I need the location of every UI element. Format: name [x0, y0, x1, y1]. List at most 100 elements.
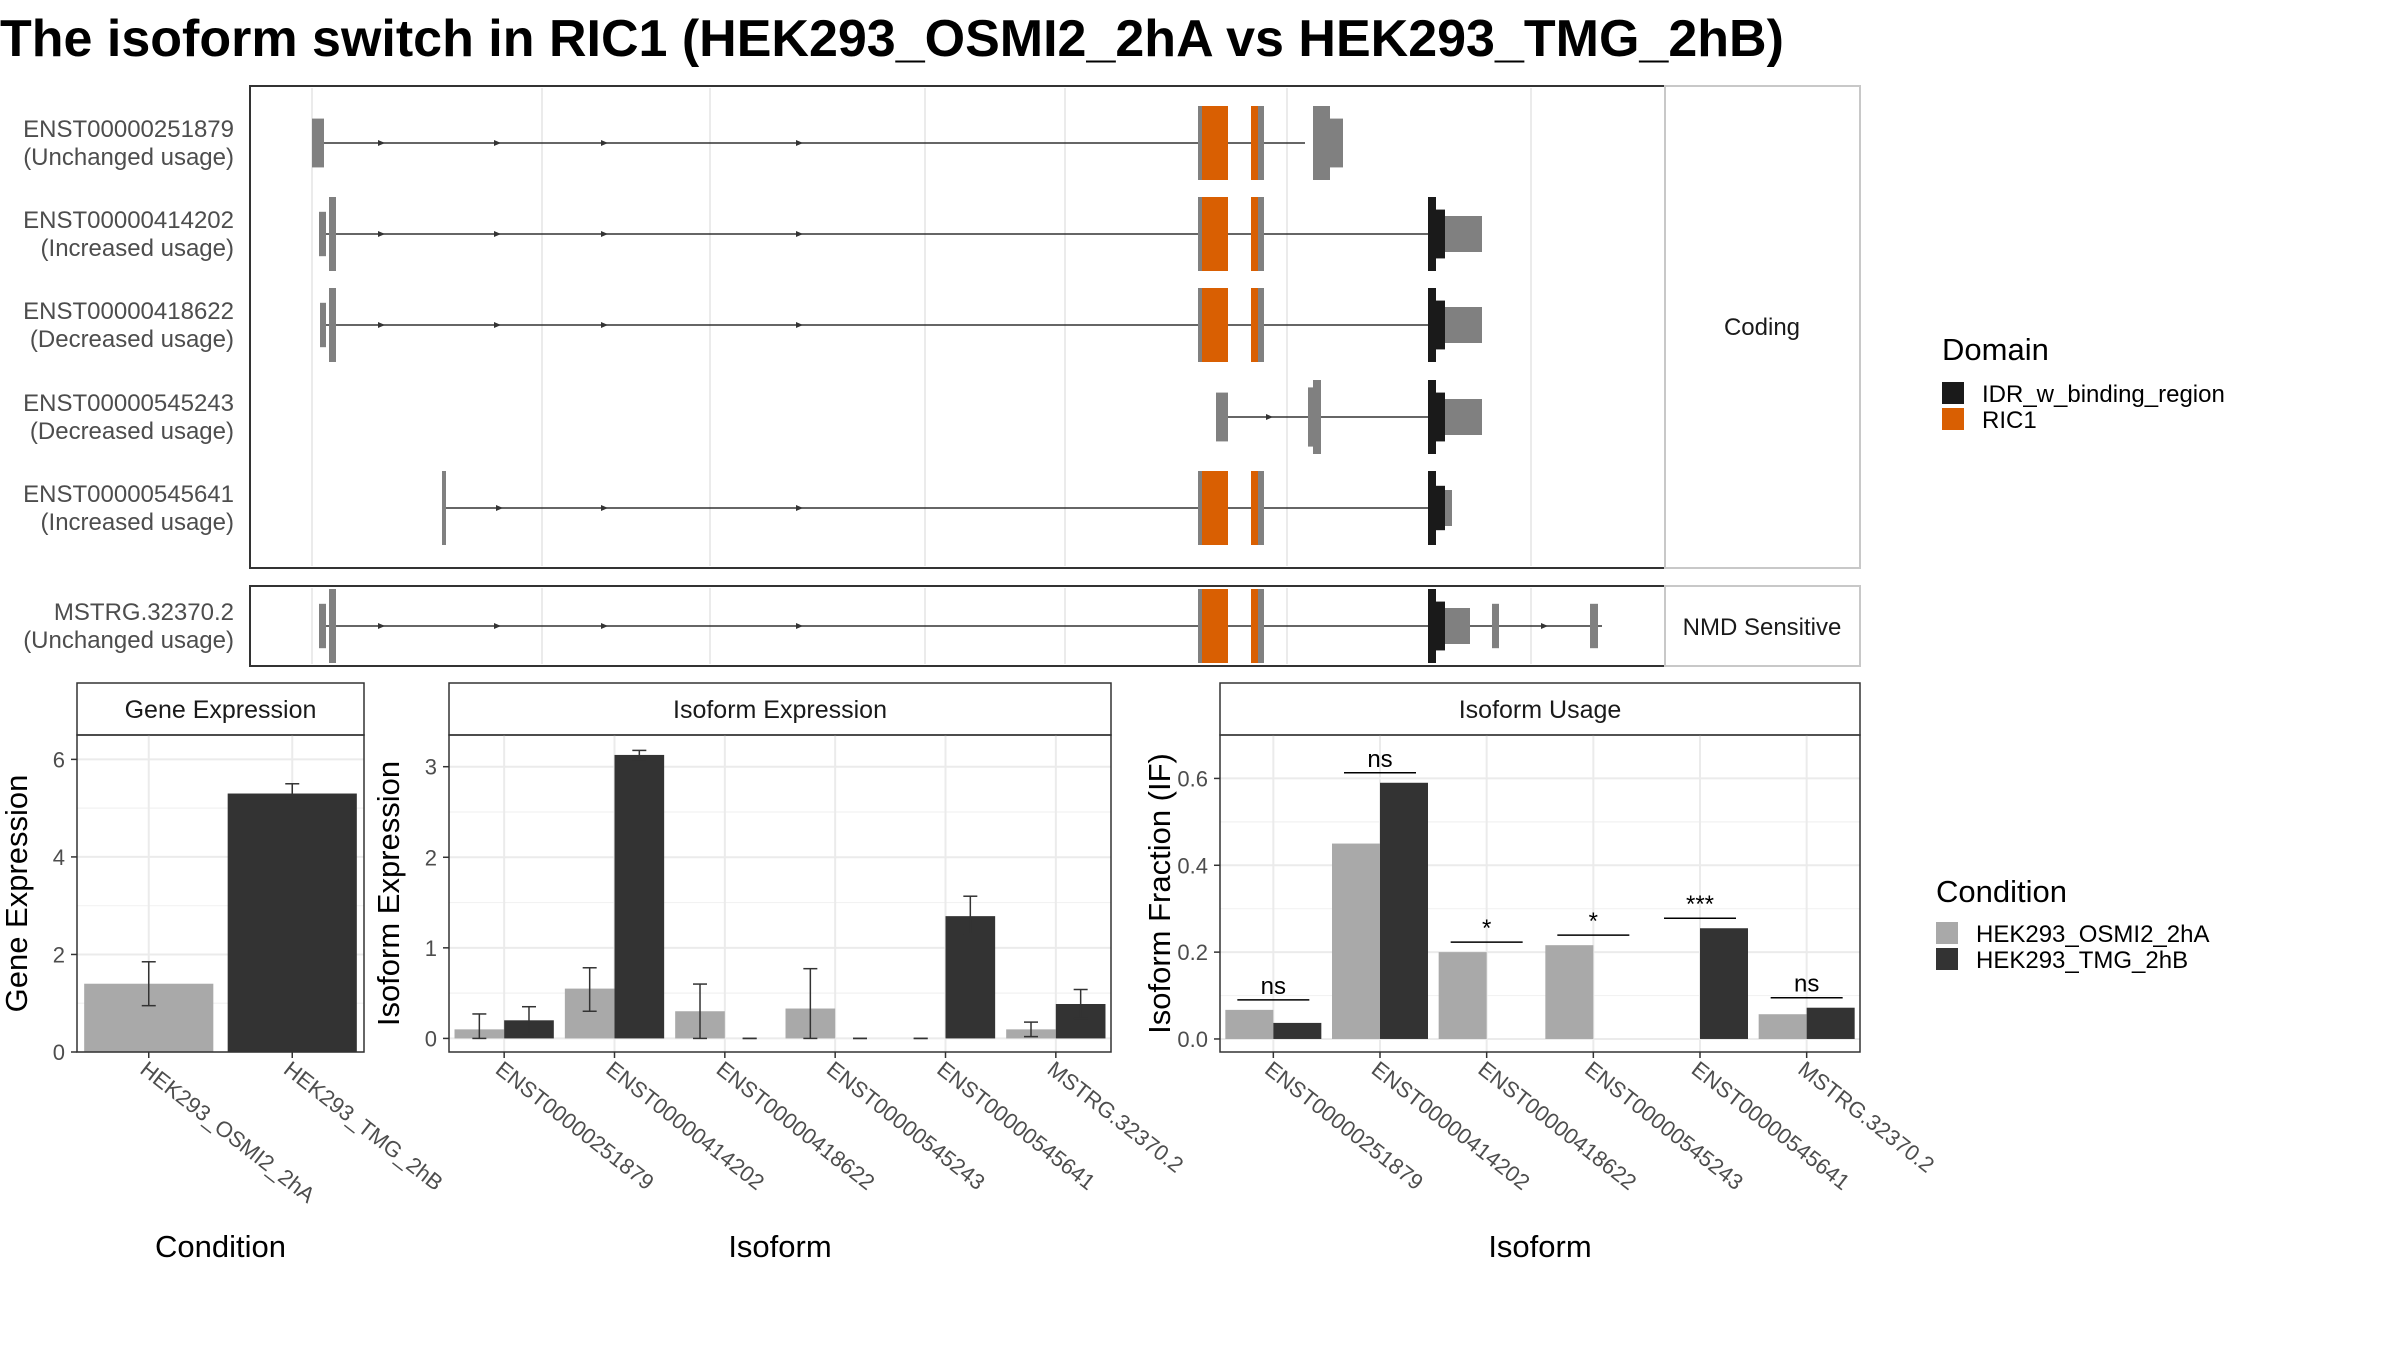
transcript-structure: ENST00000545243(Decreased usage): [23, 380, 1482, 454]
exon-block: [1308, 387, 1315, 447]
y-tick-label: 0.6: [1177, 766, 1208, 791]
ric1-domain-exon: [1202, 589, 1228, 663]
strand-arrow: [494, 231, 501, 237]
transcript-status-label: (Increased usage): [41, 235, 234, 262]
y-tick-label: 1: [425, 936, 437, 961]
transcript-id-label: ENST00000545243: [23, 390, 234, 417]
exon-block: [1258, 197, 1264, 271]
exon-block: [329, 288, 336, 362]
nmd-strip: [1664, 585, 1861, 667]
exon-block: [442, 471, 446, 545]
transcript-status-label: (Unchanged usage): [23, 627, 234, 654]
exon-block: [1198, 106, 1202, 180]
exon-block: [312, 118, 324, 168]
strand-arrow: [796, 322, 803, 328]
bar: [614, 754, 665, 1039]
significance-label: ***: [1686, 891, 1714, 918]
bar: [1758, 1014, 1807, 1039]
coding-strip: [1664, 85, 1861, 569]
legend-key-cond2: [1936, 948, 1958, 970]
transcript-id-label: ENST00000414202: [23, 207, 234, 234]
strand-arrow: [601, 322, 608, 328]
strand-arrow: [496, 505, 503, 511]
strand-arrow: [796, 505, 803, 511]
exon-block: [319, 211, 326, 257]
strand-arrow: [601, 140, 608, 146]
chart-title: Isoform Expression: [673, 696, 887, 724]
exon-block: [1313, 380, 1321, 454]
strand-arrow: [1266, 414, 1273, 420]
transcript-status-label: (Increased usage): [41, 509, 234, 536]
exon-block: [1590, 603, 1598, 649]
x-axis-title: Isoform: [728, 1229, 831, 1264]
strand-arrow: [494, 322, 501, 328]
strand-arrow: [601, 623, 608, 629]
domain-legend-title: Domain: [1942, 332, 2049, 367]
ric1-domain-exon: [1251, 471, 1261, 545]
transcript-status-label: (Decreased usage): [30, 418, 234, 445]
exon-block: [319, 603, 326, 649]
utr-block: [1445, 307, 1482, 343]
transcript-tracks: ENST00000251879(Unchanged usage)ENST0000…: [23, 88, 1602, 664]
bar: [1806, 1007, 1855, 1039]
plot-area-border: [448, 734, 1112, 1053]
figure-title: The isoform switch in RIC1 (HEK293_OSMI2…: [0, 10, 1784, 68]
y-tick-label: 0.4: [1177, 853, 1208, 878]
bar: [1438, 952, 1487, 1039]
significance-label: *: [1482, 915, 1491, 942]
exon-block: [1258, 589, 1264, 663]
strand-arrow: [378, 623, 385, 629]
utr-block: [1445, 399, 1482, 435]
y-axis-title: Gene Expression: [0, 775, 34, 1013]
chart-title: Gene Expression: [125, 696, 317, 724]
y-tick-label: 0.2: [1177, 940, 1208, 965]
utr-block: [1445, 216, 1482, 252]
legend-key-ric1: [1942, 408, 1964, 430]
plot-area-border: [76, 734, 365, 1053]
transcript-id-label: ENST00000418622: [23, 298, 234, 325]
bar: [1225, 1009, 1274, 1039]
exon-block: [1258, 471, 1264, 545]
transcript-id-label: ENST00000545641: [23, 481, 234, 508]
exon-block: [1198, 288, 1202, 362]
utr-block: [1445, 608, 1470, 644]
strand-arrow: [1541, 623, 1548, 629]
ric1-domain-exon: [1251, 197, 1261, 271]
bar-charts: Gene Expression0246HEK293_OSMI2_2hAHEK29…: [0, 682, 1939, 1264]
chart-title-strip: [76, 682, 365, 736]
exon-block: [1198, 589, 1202, 663]
chart-panel: Isoform Expression0123ENST00000251879ENS…: [371, 682, 1188, 1264]
x-axis-title: Isoform: [1488, 1229, 1591, 1264]
condition-legend: Condition HEK293_OSMI2_2hA HEK293_TMG_2h…: [1936, 874, 2209, 974]
strand-arrow: [601, 231, 608, 237]
exon-block: [1198, 197, 1202, 271]
y-axis-title: Isoform Fraction (IF): [1142, 753, 1177, 1034]
nmd-strip-label: NMD Sensitive: [1683, 614, 1842, 641]
bar: [1545, 945, 1594, 1039]
legend-label-idr: IDR_w_binding_region: [1982, 381, 2225, 408]
transcript-status-label: (Decreased usage): [30, 326, 234, 353]
y-tick-label: 2: [425, 845, 437, 870]
idr-domain-exon: [1436, 601, 1445, 651]
exon-block: [320, 302, 326, 348]
legend-label-ric1: RIC1: [1982, 407, 2037, 434]
exon-block: [1492, 603, 1499, 649]
bar: [1273, 1022, 1322, 1039]
idr-domain-exon: [1428, 197, 1436, 271]
exon-block: [1258, 106, 1264, 180]
idr-domain-exon: [1428, 288, 1436, 362]
y-tick-label: 2: [53, 942, 65, 967]
legend-label-cond2: HEK293_TMG_2hB: [1976, 947, 2188, 974]
y-tick-label: 0: [425, 1026, 437, 1051]
chart-title: Isoform Usage: [1459, 696, 1622, 724]
condition-legend-title: Condition: [1936, 874, 2067, 909]
exon-block: [329, 197, 336, 271]
y-tick-label: 6: [53, 747, 65, 772]
idr-domain-exon: [1428, 380, 1436, 454]
ric1-domain-exon: [1202, 288, 1228, 362]
transcript-structure: ENST00000414202(Increased usage): [23, 197, 1482, 271]
significance-label: *: [1589, 908, 1598, 935]
transcript-structure: MSTRG.32370.2(Unchanged usage): [23, 589, 1602, 663]
transcript-status-label: (Unchanged usage): [23, 144, 234, 171]
strand-arrow: [378, 231, 385, 237]
